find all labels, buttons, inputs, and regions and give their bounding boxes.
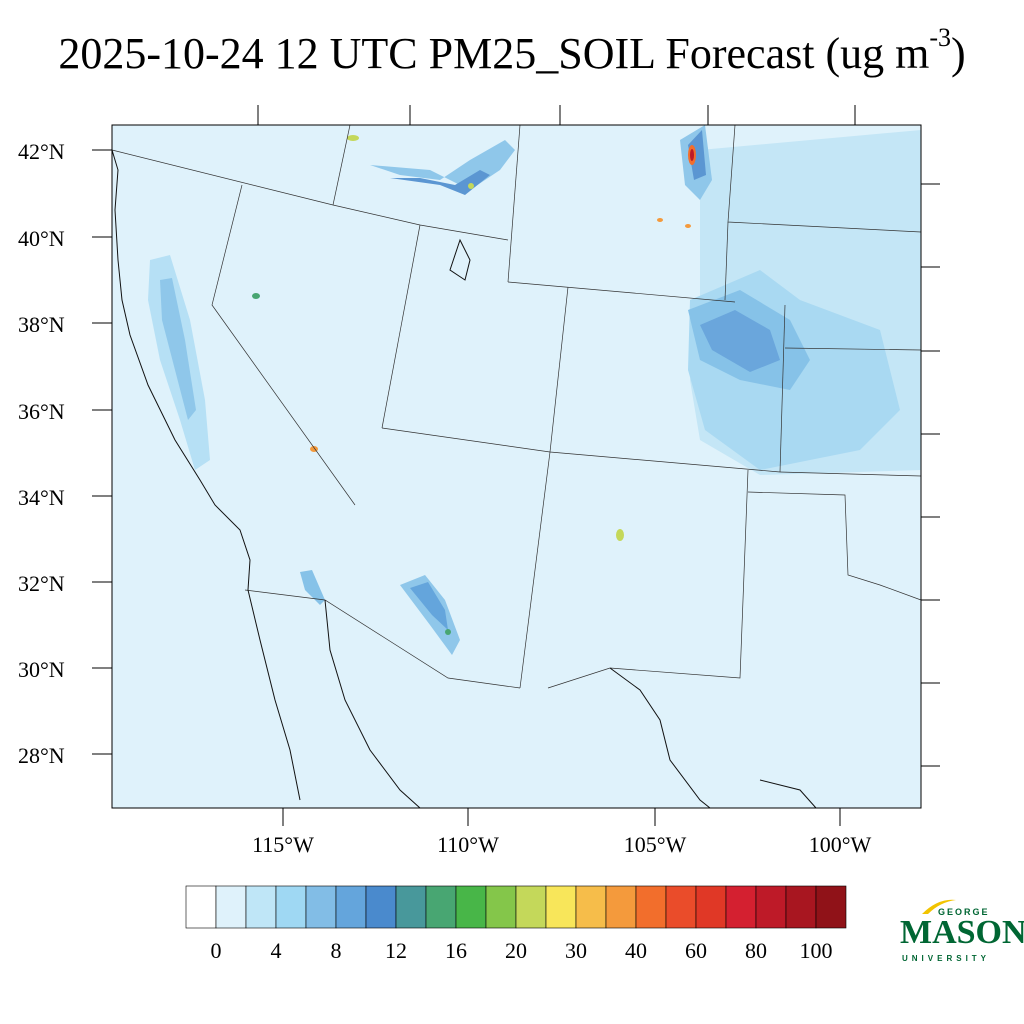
- lat-label-34: 34°N: [18, 485, 65, 510]
- lat-label-32: 32°N: [18, 571, 65, 596]
- colorbar-swatch: [725, 885, 757, 929]
- hotspot-nevada-2: [252, 293, 260, 299]
- colorbar-swatch: [575, 885, 607, 929]
- colorbar-label: 80: [745, 938, 767, 963]
- hotspot-idaho-2: [468, 183, 474, 189]
- gmu-logo: GEORGE MASON UNIVERSITY: [898, 896, 1024, 968]
- logo-george: GEORGE: [938, 907, 990, 917]
- colorbar-label: 60: [685, 938, 707, 963]
- lat-label-38: 38°N: [18, 312, 65, 337]
- colorbar-label: 16: [445, 938, 467, 963]
- colorbar-label: 100: [799, 938, 833, 963]
- lon-label-115: 115°W: [252, 832, 314, 857]
- california-valley-core: [160, 278, 196, 420]
- colorbar-swatch: [215, 885, 247, 929]
- idaho-streak-core: [390, 170, 490, 195]
- colorbar-label: 40: [625, 938, 647, 963]
- map-frame: [111, 124, 922, 809]
- colorbar-label: 30: [565, 938, 587, 963]
- colorbar-swatch: [425, 885, 457, 929]
- lat-label-40: 40°N: [18, 226, 65, 251]
- lon-label-100: 100°W: [808, 832, 872, 857]
- lon-label-105: 105°W: [623, 832, 687, 857]
- colorbar-swatch: [605, 885, 637, 929]
- colorbar-swatch: [635, 885, 667, 929]
- colorbar-label: 12: [385, 938, 407, 963]
- lat-ticks: [92, 149, 940, 767]
- colorbar-swatch: [785, 885, 817, 929]
- colorbar-swatch: [485, 885, 517, 929]
- colorbar-swatch: [305, 885, 337, 929]
- colorbar-swatch: [755, 885, 787, 929]
- colorbar-swatch: [515, 885, 547, 929]
- plains-zone-5: [850, 140, 918, 290]
- colorbar-swatch: [335, 885, 367, 929]
- lat-label-30: 30°N: [18, 657, 65, 682]
- hotspot-colorado-2: [685, 224, 691, 228]
- title-end: ): [951, 29, 966, 78]
- hotspot-arizona: [445, 629, 451, 635]
- wyoming-streak-core: [688, 130, 706, 180]
- coastlines: [111, 149, 817, 809]
- hotspot-wyoming-core: [690, 149, 694, 161]
- colorbar-swatch: [455, 885, 487, 929]
- arizona-plume: [400, 575, 460, 655]
- colorbar-swatch: [545, 885, 577, 929]
- colorbar-swatch: [365, 885, 397, 929]
- hotspot-idaho: [347, 135, 359, 141]
- title-superscript: -3: [929, 23, 951, 52]
- hotspot-newmexico: [616, 529, 624, 541]
- colorbar-swatch: [695, 885, 727, 929]
- colorbar-label: 8: [330, 938, 342, 963]
- colorbar-swatch: [815, 885, 847, 929]
- chart-title: 2025-10-24 12 UTC PM25_SOIL Forecast (ug…: [0, 25, 1024, 79]
- logo-mason: MASON: [900, 914, 1024, 951]
- colorbar-swatch: [275, 885, 307, 929]
- colorbar-swatch: [395, 885, 427, 929]
- state-borders: [111, 124, 922, 689]
- hotspot-colorado: [657, 218, 663, 222]
- colorbar-swatch: [665, 885, 697, 929]
- plains-zone-4: [700, 310, 780, 372]
- lat-label-42: 42°N: [18, 139, 65, 164]
- imperial-valley: [300, 570, 325, 605]
- colorbar: [185, 885, 847, 929]
- lat-label-28: 28°N: [18, 743, 65, 768]
- colorbar-label: 4: [270, 938, 282, 963]
- logo-university: UNIVERSITY: [902, 954, 991, 963]
- lat-label-36: 36°N: [18, 399, 65, 424]
- title-main: 2025-10-24 12 UTC PM25_SOIL Forecast (ug…: [58, 29, 930, 78]
- concentration-field: [148, 125, 921, 655]
- arizona-plume-core: [410, 582, 448, 630]
- colorbar-label: 0: [210, 938, 222, 963]
- colorbar-label: 20: [505, 938, 527, 963]
- colorbar-swatch: [245, 885, 277, 929]
- colorbar-swatch: [185, 885, 217, 929]
- lon-ticks: [257, 105, 856, 826]
- swoosh-icon: [922, 899, 956, 914]
- lon-label-110: 110°W: [437, 832, 499, 857]
